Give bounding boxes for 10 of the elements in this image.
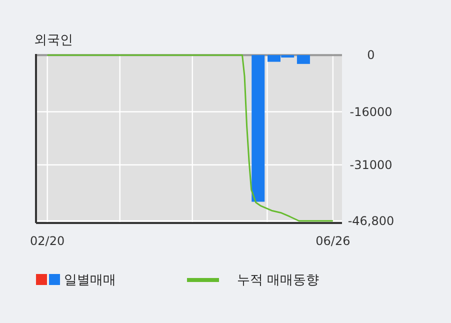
x-tick-label: 06/26 [316, 234, 350, 248]
legend-label: 누적 매매동향 [237, 273, 320, 288]
x-tick-label: 02/20 [30, 234, 65, 248]
y-tick-label: -16000 [350, 104, 392, 119]
line-series [46, 54, 334, 222]
y-tick-label: 0 [367, 48, 375, 62]
y-tick-label: -46,800 [348, 214, 394, 228]
legend-label: 일별매매 [64, 273, 116, 288]
y-tick-label: -31000 [350, 158, 392, 172]
chart-title: 외국인 [34, 33, 73, 48]
